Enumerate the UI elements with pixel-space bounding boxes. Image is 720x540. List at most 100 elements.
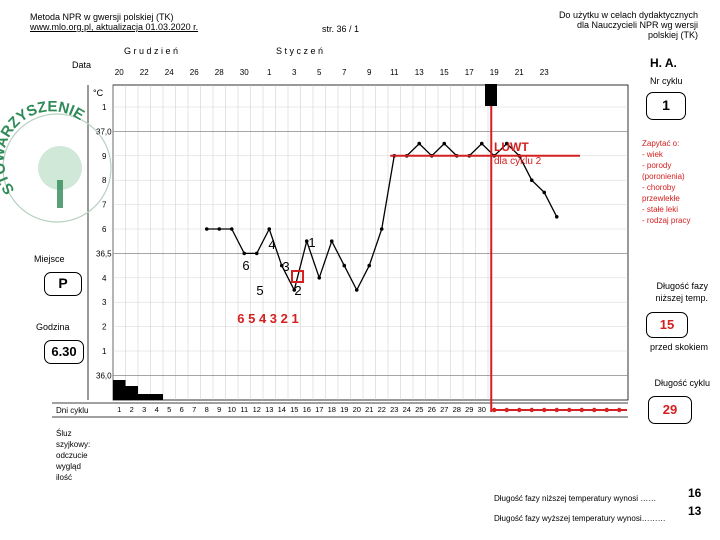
luwt-title: LUWT: [494, 140, 529, 154]
temperature-point: [217, 227, 222, 231]
temp-axis-label: 36,5: [96, 249, 112, 258]
chart-frame: [112, 84, 629, 401]
temp-axis-label: 37,0: [96, 127, 112, 136]
usage-note-line: polskiej (TK): [647, 30, 698, 40]
temperature-point: [204, 227, 209, 231]
temperature-point: [229, 227, 234, 231]
high-phase-answer: 13: [688, 504, 702, 518]
next-cycle-marker: [485, 84, 497, 106]
temperature-point: [354, 288, 359, 292]
ask-about-title: Zapytać o:: [642, 139, 680, 148]
date-label-cell: 23: [540, 68, 549, 77]
cycle-day-number: 9: [217, 405, 221, 414]
ask-about-item: - choroby: [642, 183, 676, 192]
cycle-day-number: 26: [428, 405, 436, 414]
cycle-day-number: 2: [130, 405, 134, 414]
website-link[interactable]: www.mlo.org.pl, aktualizacja 01.03.2020 …: [30, 22, 199, 32]
time-value: 6.30: [44, 340, 84, 364]
date-label-cell: 1: [267, 68, 272, 77]
cycle-day-number: 11: [240, 405, 248, 414]
date-label-cell: 28: [215, 68, 224, 77]
temp-axis-label: 8: [102, 176, 107, 185]
low-phase-label: Długość fazy niższej temp.: [655, 281, 708, 303]
date-label: Data: [72, 60, 92, 70]
date-label-cell: 21: [515, 68, 524, 77]
usage-note-line: Do użytku w celach dydaktycznych: [558, 10, 698, 20]
cycle-day-number: 4: [155, 405, 159, 414]
temp-axis-label: 2: [102, 323, 107, 332]
temperature-point: [254, 251, 259, 256]
low-count-number: 1: [308, 235, 315, 250]
temperature-point: [529, 178, 534, 182]
ask-about-item: (poronienia): [642, 172, 685, 181]
date-label-cell: 13: [415, 68, 424, 77]
cycle-day-number: 27: [440, 405, 448, 414]
before-jump-label: przed skokiem: [649, 342, 708, 352]
cycle-day-number: 13: [265, 405, 273, 414]
low-count-number: 6: [242, 258, 249, 273]
cycle-day-number: 3: [142, 405, 146, 414]
temp-axis-label: 1: [102, 347, 107, 356]
page-number: str. 36 / 1: [322, 24, 360, 34]
mucus-label-line: odczucie: [56, 451, 88, 460]
cycle-day-number: 22: [378, 405, 386, 414]
cycle-day-number: 14: [278, 405, 286, 414]
cycle-day-number: 18: [328, 405, 336, 414]
temperature-point: [304, 239, 309, 243]
cycle-number-label: Nr cyklu: [650, 76, 683, 86]
initials: H. A.: [650, 56, 677, 70]
jump-day-box: [291, 270, 304, 283]
cycle-number-value: 1: [646, 92, 686, 120]
temp-axis-label: 7: [102, 201, 107, 210]
cycle-day-number: 7: [192, 405, 196, 414]
cycle-day-number: 29: [465, 405, 473, 414]
cycle-day-number: 5: [167, 405, 171, 414]
association-seal: STOWARZYSZENIE: [0, 98, 112, 223]
date-label-cell: 24: [165, 68, 174, 77]
time-label: Godzina: [36, 322, 70, 332]
date-label-cell: 26: [190, 68, 199, 77]
ask-about-list: Zapytać o: - wiek - porody (poronienia) …: [642, 138, 690, 226]
cycle-length-value: 29: [648, 396, 692, 424]
cycle-day-number: 12: [253, 405, 261, 414]
cycle-day-number: 10: [228, 405, 236, 414]
date-label-cell: 3: [292, 68, 297, 77]
date-label-cell: 15: [440, 68, 449, 77]
date-label-cell: 30: [240, 68, 249, 77]
count-line: 6 5 4 3 2 1: [237, 311, 298, 326]
temperature-point: [542, 190, 547, 195]
temperature-point: [317, 276, 322, 280]
low-count-number: 4: [268, 237, 275, 252]
ask-about-item: przewlekłe: [642, 194, 680, 203]
temperature-point: [242, 251, 247, 256]
menses-bar: [113, 380, 126, 400]
ask-about-item: - stałe leki: [642, 205, 679, 214]
temp-axis-label: 6: [102, 225, 107, 234]
date-label-cell: 11: [390, 68, 399, 77]
mucus-label-line: szyjkowy:: [56, 440, 91, 449]
seal-ring: [2, 113, 112, 223]
date-label-cell: 19: [490, 68, 499, 77]
temperature-point: [279, 263, 284, 268]
menses-bar: [138, 394, 151, 400]
cycle-day-number: 16: [303, 405, 311, 414]
cycle-day-number: 6: [180, 405, 184, 414]
menses-bar: [150, 394, 163, 400]
date-label-cell: 22: [140, 68, 149, 77]
month-label-december: G r u d z i e ń: [124, 46, 179, 56]
temp-axis-label: 3: [102, 298, 107, 307]
ask-about-item: - porody: [642, 161, 672, 170]
low-count-number: 3: [282, 259, 289, 274]
cycle-day-number: 15: [290, 405, 298, 414]
usage-note: Do użytku w celach dydaktycznych dla Nau…: [559, 10, 698, 40]
cycle-day-number: 28: [453, 405, 461, 414]
temperature-point: [367, 263, 372, 268]
date-label-cell: 20: [115, 68, 124, 77]
temp-axis-label: 9: [102, 152, 107, 161]
temp-unit: °C: [93, 88, 104, 98]
low-phase-value: 15: [646, 312, 688, 338]
temperature-point: [479, 141, 484, 146]
date-label-cell: 17: [465, 68, 474, 77]
mucus-label: Śluz szyjkowy: odczucie wygląd ilość: [56, 428, 90, 483]
